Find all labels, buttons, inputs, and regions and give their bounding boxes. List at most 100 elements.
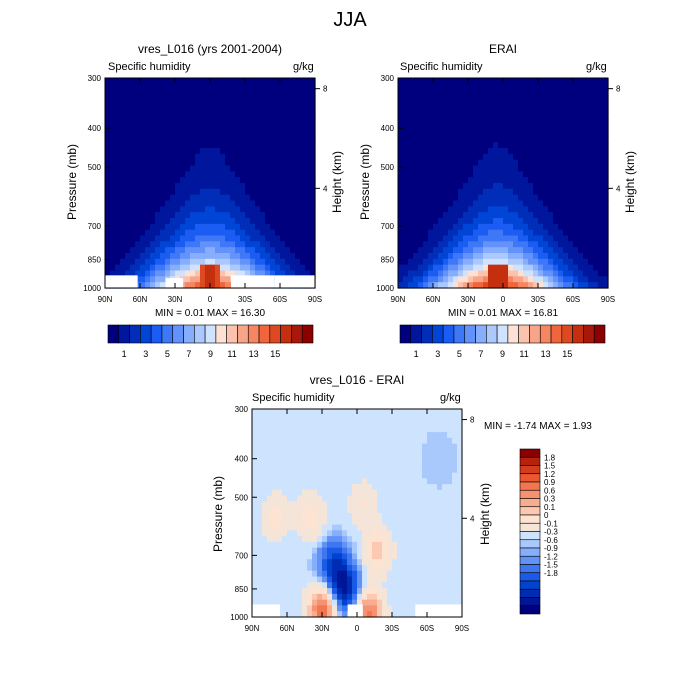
field-cell [377, 541, 383, 549]
field-cell [407, 420, 413, 427]
field-cell [367, 553, 373, 560]
field-cell [235, 78, 241, 85]
field-cell [533, 253, 539, 260]
field-cell [175, 136, 181, 143]
field-cell [603, 223, 609, 231]
field-cell [433, 200, 439, 207]
field-cell [458, 142, 464, 149]
field-cell [382, 553, 388, 560]
field-cell [397, 495, 403, 503]
field-cell [382, 599, 388, 607]
field-cell [457, 547, 463, 555]
colorbar-box [453, 324, 466, 344]
field-cell [573, 183, 579, 190]
field-cell [448, 78, 454, 85]
field-cell [533, 177, 539, 184]
field-cell [407, 432, 413, 439]
field-cell [593, 101, 599, 108]
field-cell [282, 547, 288, 555]
field-cell [280, 177, 286, 184]
field-cell [225, 78, 231, 85]
field-cell [310, 130, 316, 137]
field-cell [342, 472, 348, 479]
field-cell [457, 507, 463, 514]
field-cell [302, 478, 308, 485]
field-cell [150, 148, 156, 155]
field-cell [578, 206, 584, 213]
field-cell [528, 229, 534, 237]
field-cell [377, 588, 383, 595]
field-cell [398, 200, 404, 207]
field-cell [403, 235, 409, 242]
field-cell [538, 83, 544, 91]
field-cell [457, 576, 463, 583]
field-cell [407, 565, 413, 572]
field-cell [135, 101, 141, 108]
field-cell [282, 599, 288, 607]
field-cell [347, 582, 353, 589]
field-cell [528, 241, 534, 248]
field-cell [528, 188, 534, 196]
field-cell [185, 171, 191, 178]
field-cell [583, 282, 589, 289]
field-cell [292, 570, 298, 578]
field-cell [210, 212, 216, 219]
field-cell [447, 524, 453, 531]
field-cell [478, 83, 484, 91]
field-cell [257, 513, 263, 520]
field-cell [387, 443, 393, 451]
field-cell [538, 78, 544, 85]
field-cell [297, 582, 303, 589]
field-cell [452, 513, 458, 520]
field-cell [265, 183, 271, 190]
field-cell [230, 118, 236, 126]
field-cell [433, 218, 439, 225]
field-cell [265, 200, 271, 207]
field-cell [150, 130, 156, 137]
field-cell [295, 113, 301, 120]
field-cell [402, 455, 408, 462]
field-cell [583, 194, 589, 202]
field-cell [588, 165, 594, 172]
field-cell [270, 130, 276, 137]
field-cell [275, 142, 281, 149]
field-cell [290, 188, 296, 196]
field-cell [398, 241, 404, 248]
field-cell [155, 241, 161, 248]
field-cell [463, 148, 469, 155]
field-cell [503, 200, 509, 207]
field-cell [523, 89, 529, 97]
field-cell [322, 507, 328, 514]
field-cell [533, 118, 539, 126]
field-cell [503, 118, 509, 126]
field-cell [190, 101, 196, 108]
field-cell [403, 153, 409, 161]
field-cell [220, 107, 226, 114]
field-cell [322, 599, 328, 607]
field-cell [428, 200, 434, 207]
field-cell [297, 495, 303, 503]
field-cell [115, 188, 121, 196]
field-cell [402, 547, 408, 555]
field-cell [377, 599, 383, 607]
field-cell [548, 247, 554, 254]
field-cell [508, 218, 514, 225]
field-cell [270, 95, 276, 102]
field-cell [130, 171, 136, 178]
field-cell [377, 582, 383, 589]
field-cell [297, 466, 303, 474]
field-cell [352, 576, 358, 583]
field-cell [275, 212, 281, 219]
field-cell [397, 437, 403, 445]
field-cell [458, 171, 464, 178]
field-cell [463, 188, 469, 196]
field-cell [483, 95, 489, 102]
field-cell [468, 276, 474, 283]
field-cell [598, 130, 604, 137]
field-cell [573, 159, 579, 167]
field-cell [215, 188, 221, 196]
field-cell [125, 229, 131, 237]
field-cell [437, 449, 443, 456]
field-cell [297, 420, 303, 427]
field-cell [402, 536, 408, 543]
